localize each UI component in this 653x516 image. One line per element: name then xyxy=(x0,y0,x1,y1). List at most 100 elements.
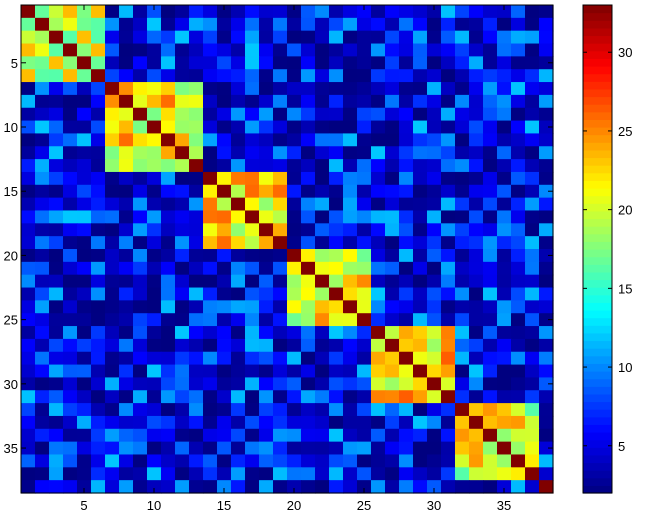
heatmap-cell xyxy=(287,159,302,173)
heatmap-cell xyxy=(77,56,92,70)
heatmap-cell xyxy=(469,69,484,83)
heatmap-cell xyxy=(511,338,526,353)
heatmap-cell xyxy=(455,210,470,224)
heatmap-cell xyxy=(245,94,260,109)
heatmap-cell xyxy=(497,274,512,289)
heatmap-cell xyxy=(301,326,316,340)
heatmap-cell xyxy=(63,274,78,289)
heatmap-cell xyxy=(49,249,64,263)
heatmap-cell xyxy=(441,56,456,70)
heatmap-cell xyxy=(469,403,484,417)
heatmap-cell xyxy=(469,287,484,301)
heatmap-cell xyxy=(63,171,78,186)
heatmap-cell xyxy=(413,454,428,468)
colorbar-step xyxy=(583,20,612,29)
heatmap-cell xyxy=(203,415,218,430)
heatmap-cell xyxy=(525,69,540,83)
heatmap-cell xyxy=(525,390,540,404)
heatmap-cell xyxy=(413,287,428,301)
heatmap-cell xyxy=(273,326,288,340)
heatmap-cell xyxy=(245,171,260,186)
heatmap-cell xyxy=(203,146,218,160)
heatmap-cell xyxy=(105,30,120,45)
heatmap-cell xyxy=(63,107,78,122)
heatmap-cell xyxy=(119,146,134,160)
heatmap-cell xyxy=(427,313,442,327)
heatmap-cell xyxy=(525,107,540,122)
heatmap-cell xyxy=(385,300,400,314)
heatmap-cell xyxy=(273,467,288,481)
heatmap-cell xyxy=(511,171,526,186)
heatmap-cell xyxy=(161,17,176,32)
heatmap-cell xyxy=(511,210,526,224)
heatmap-cell xyxy=(427,69,442,83)
heatmap-cell xyxy=(399,120,414,135)
colorbar-tick-label: 30 xyxy=(618,45,632,60)
heatmap-cell xyxy=(385,17,400,32)
heatmap-cell xyxy=(63,17,78,32)
heatmap-cell xyxy=(203,69,218,83)
heatmap-cell xyxy=(175,415,190,430)
heatmap-cell xyxy=(273,146,288,160)
heatmap-cell xyxy=(413,17,428,32)
heatmap-cell xyxy=(329,274,344,289)
heatmap-cell xyxy=(105,364,120,379)
heatmap-cell xyxy=(91,364,106,379)
heatmap-cell xyxy=(427,43,442,57)
heatmap-cell xyxy=(259,428,274,443)
heatmap-cell xyxy=(329,197,344,212)
heatmap-cell xyxy=(483,441,498,456)
heatmap-cell xyxy=(343,107,358,122)
heatmap-cell xyxy=(189,377,204,391)
heatmap-cell xyxy=(315,249,330,263)
heatmap-cell xyxy=(49,171,64,186)
heatmap-cell xyxy=(35,403,50,417)
heatmap-cell xyxy=(329,454,344,468)
heatmap-cell xyxy=(315,30,330,45)
heatmap-cell xyxy=(287,326,302,340)
heatmap-cell xyxy=(175,428,190,443)
colorbar-step xyxy=(583,439,612,448)
heatmap-cell xyxy=(301,236,316,250)
heatmap-cell xyxy=(21,56,36,70)
colorbar-step xyxy=(583,172,612,181)
heatmap-cell xyxy=(105,133,120,147)
heatmap-cell xyxy=(245,69,260,83)
heatmap-cell xyxy=(231,5,246,19)
heatmap-cell xyxy=(245,326,260,340)
heatmap-cell xyxy=(455,300,470,314)
heatmap-cell xyxy=(189,133,204,147)
heatmap-cell xyxy=(385,454,400,468)
heatmap-cell xyxy=(343,94,358,109)
heatmap-cell xyxy=(77,120,92,135)
heatmap-cell xyxy=(399,480,414,494)
heatmap-cell xyxy=(399,82,414,96)
heatmap-cell xyxy=(357,30,372,45)
heatmap-cell xyxy=(413,30,428,45)
heatmap-cell xyxy=(133,120,148,135)
heatmap-cell xyxy=(105,313,120,327)
heatmap-cell xyxy=(133,159,148,173)
heatmap-cell xyxy=(49,441,64,456)
heatmap-cell xyxy=(441,454,456,468)
colorbar-step xyxy=(583,81,612,90)
heatmap-cell xyxy=(469,274,484,289)
heatmap-cell xyxy=(91,223,106,237)
heatmap-cell xyxy=(231,120,246,135)
heatmap-cell xyxy=(245,43,260,57)
heatmap-cell xyxy=(287,56,302,70)
heatmap-cell xyxy=(357,69,372,83)
heatmap-cell xyxy=(427,159,442,173)
heatmap-cell xyxy=(273,159,288,173)
heatmap-cell xyxy=(259,377,274,391)
heatmap-cell xyxy=(399,351,414,366)
heatmap-cell xyxy=(35,454,50,468)
heatmap-cell xyxy=(287,107,302,122)
heatmap-cell xyxy=(441,364,456,379)
y-tick-label: 15 xyxy=(4,184,18,199)
heatmap-cell xyxy=(273,171,288,186)
heatmap-cell xyxy=(301,43,316,57)
colorbar-step xyxy=(583,386,612,395)
heatmap-cell xyxy=(525,261,540,276)
heatmap-cell xyxy=(357,133,372,147)
